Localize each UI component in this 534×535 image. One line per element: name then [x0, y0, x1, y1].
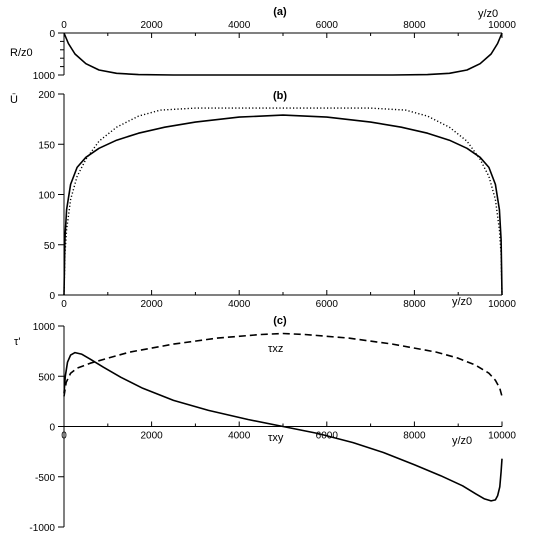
x-tick-label-b: 0: [61, 299, 67, 310]
panel-label-b: (b): [273, 90, 287, 102]
panel-a: (a) R/z0 y/z0 0 2000 4000 6000 8000 10000 0 100…: [10, 6, 516, 82]
x-tick-label-b: 8000: [403, 299, 426, 310]
panel-b: (b) Ū y/z0 0 2000 4000 6000 8000 10000 0 50 100 1…: [10, 90, 516, 310]
x-tick-label-a: 6000: [316, 20, 339, 31]
panel-label-a: (a): [273, 6, 287, 18]
y-tick-label-c: 1000: [33, 322, 56, 333]
x-tick-label-b: 2000: [140, 299, 163, 310]
xlabel-b: y/z0: [452, 296, 472, 308]
ylabel-c: τ': [14, 336, 20, 348]
y-tick-label-c: -500: [35, 473, 55, 484]
panel-label-c: (c): [273, 315, 287, 327]
x-tick-label-a: 8000: [403, 20, 426, 31]
x-tick-label-b: 10000: [488, 299, 516, 310]
x-tick-label-a: 0: [61, 20, 67, 31]
x-tick-label-c: 0: [61, 431, 67, 442]
y-tick-label-a: 0: [49, 29, 55, 40]
y-tick-label-c: 0: [49, 423, 55, 434]
y-tick-label-b: 100: [38, 191, 55, 202]
x-tick-label-a: 10000: [488, 20, 516, 31]
panel-b-plot: 0 2000 4000 6000 8000 10000 0 50 100 150 200: [38, 90, 516, 310]
y-tick-label-c: -1000: [29, 523, 55, 534]
x-tick-label-b: 4000: [228, 299, 251, 310]
xlabel-a: y/z0: [478, 8, 498, 20]
x-tick-label-b: 6000: [316, 299, 339, 310]
y-tick-label-c: 500: [38, 372, 55, 383]
panel-a-plot: 0 2000 4000 6000 8000 10000 0 1000: [33, 20, 517, 82]
y-tick-label-b: 50: [44, 241, 56, 252]
x-tick-label-a: 2000: [140, 20, 163, 31]
annotation-tau-xy: τxy: [268, 432, 284, 444]
ylabel-a: R/z0: [10, 47, 33, 59]
y-tick-label-b: 0: [49, 291, 55, 302]
y-tick-label-b: 150: [38, 140, 55, 151]
panel-c: (c) τ' y/z0 τxz τxy 0 2000 4000 6000 8000 100…: [14, 315, 516, 534]
y-tick-label-b: 200: [38, 90, 55, 101]
series-line-b-1: [63, 107, 503, 296]
x-tick-label-c: 4000: [228, 431, 251, 442]
ylabel-b: Ū: [10, 94, 18, 106]
series-line-c-1: [63, 332, 503, 397]
x-tick-label-c: 2000: [140, 431, 163, 442]
annotation-tau-xz: τxz: [268, 343, 283, 355]
x-tick-label-c: 8000: [403, 431, 426, 442]
series-line-b-0: [63, 114, 503, 296]
y-tick-label-a: 1000: [33, 71, 56, 82]
series-line-c-0: [63, 351, 503, 502]
series-line-a-0: [63, 32, 503, 76]
x-tick-label-a: 4000: [228, 20, 251, 31]
x-tick-label-c: 10000: [488, 431, 516, 442]
panel-a-axis-label: R/z0 y/z0: [10, 8, 498, 59]
xlabel-c: y/z0: [452, 435, 472, 447]
